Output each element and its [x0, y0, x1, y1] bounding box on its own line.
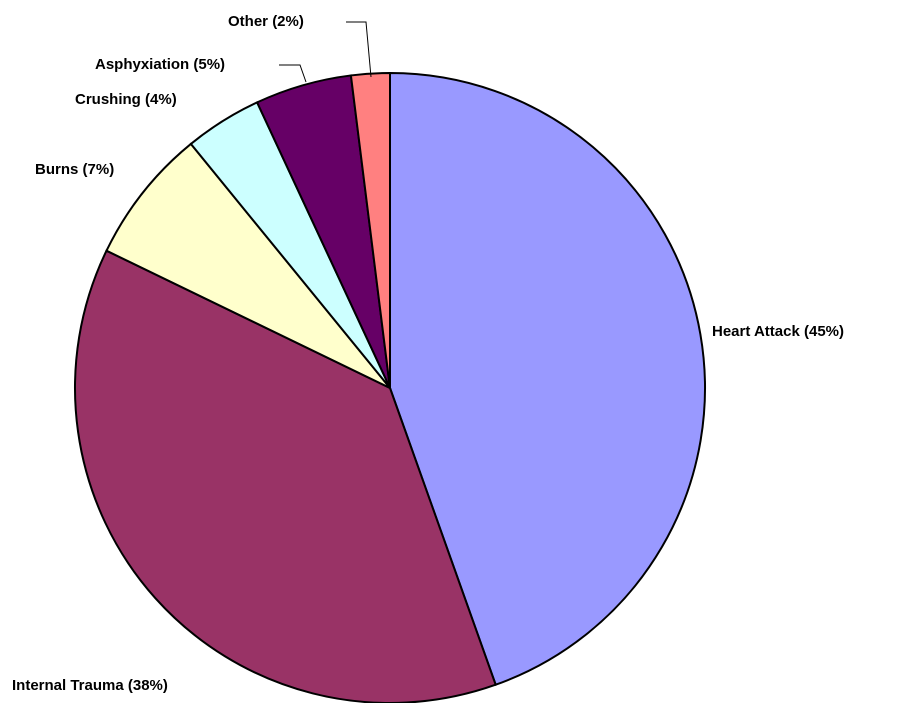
slice-label-value: (2%) [272, 13, 304, 30]
slice-label-name: Crushing [75, 91, 141, 108]
slice-label: Asphyxiation (5%) [95, 56, 225, 73]
leader-line [346, 21, 372, 78]
slice-label-value: (38%) [128, 677, 168, 694]
slice-label-name: Heart Attack [712, 323, 800, 340]
slice-label-value: (7%) [83, 161, 115, 178]
slice-label-value: (4%) [145, 91, 177, 108]
slice-label-name: Other [228, 13, 268, 30]
slice-label: Crushing (4%) [75, 91, 177, 108]
slice-label: Heart Attack (45%) [712, 323, 844, 340]
pie-slice [105, 142, 391, 389]
slice-label-name: Burns [35, 161, 78, 178]
slice-label-value: (5%) [193, 56, 225, 73]
slice-label: Other (2%) [228, 13, 304, 30]
slice-label: Burns (7%) [35, 161, 114, 178]
slice-label-value: (45%) [804, 323, 844, 340]
slice-label-name: Asphyxiation [95, 56, 189, 73]
slice-label-name: Internal Trauma [12, 677, 124, 694]
pie-slice [389, 71, 706, 687]
leader-line [279, 64, 307, 83]
slice-label: Internal Trauma (38%) [12, 677, 168, 694]
